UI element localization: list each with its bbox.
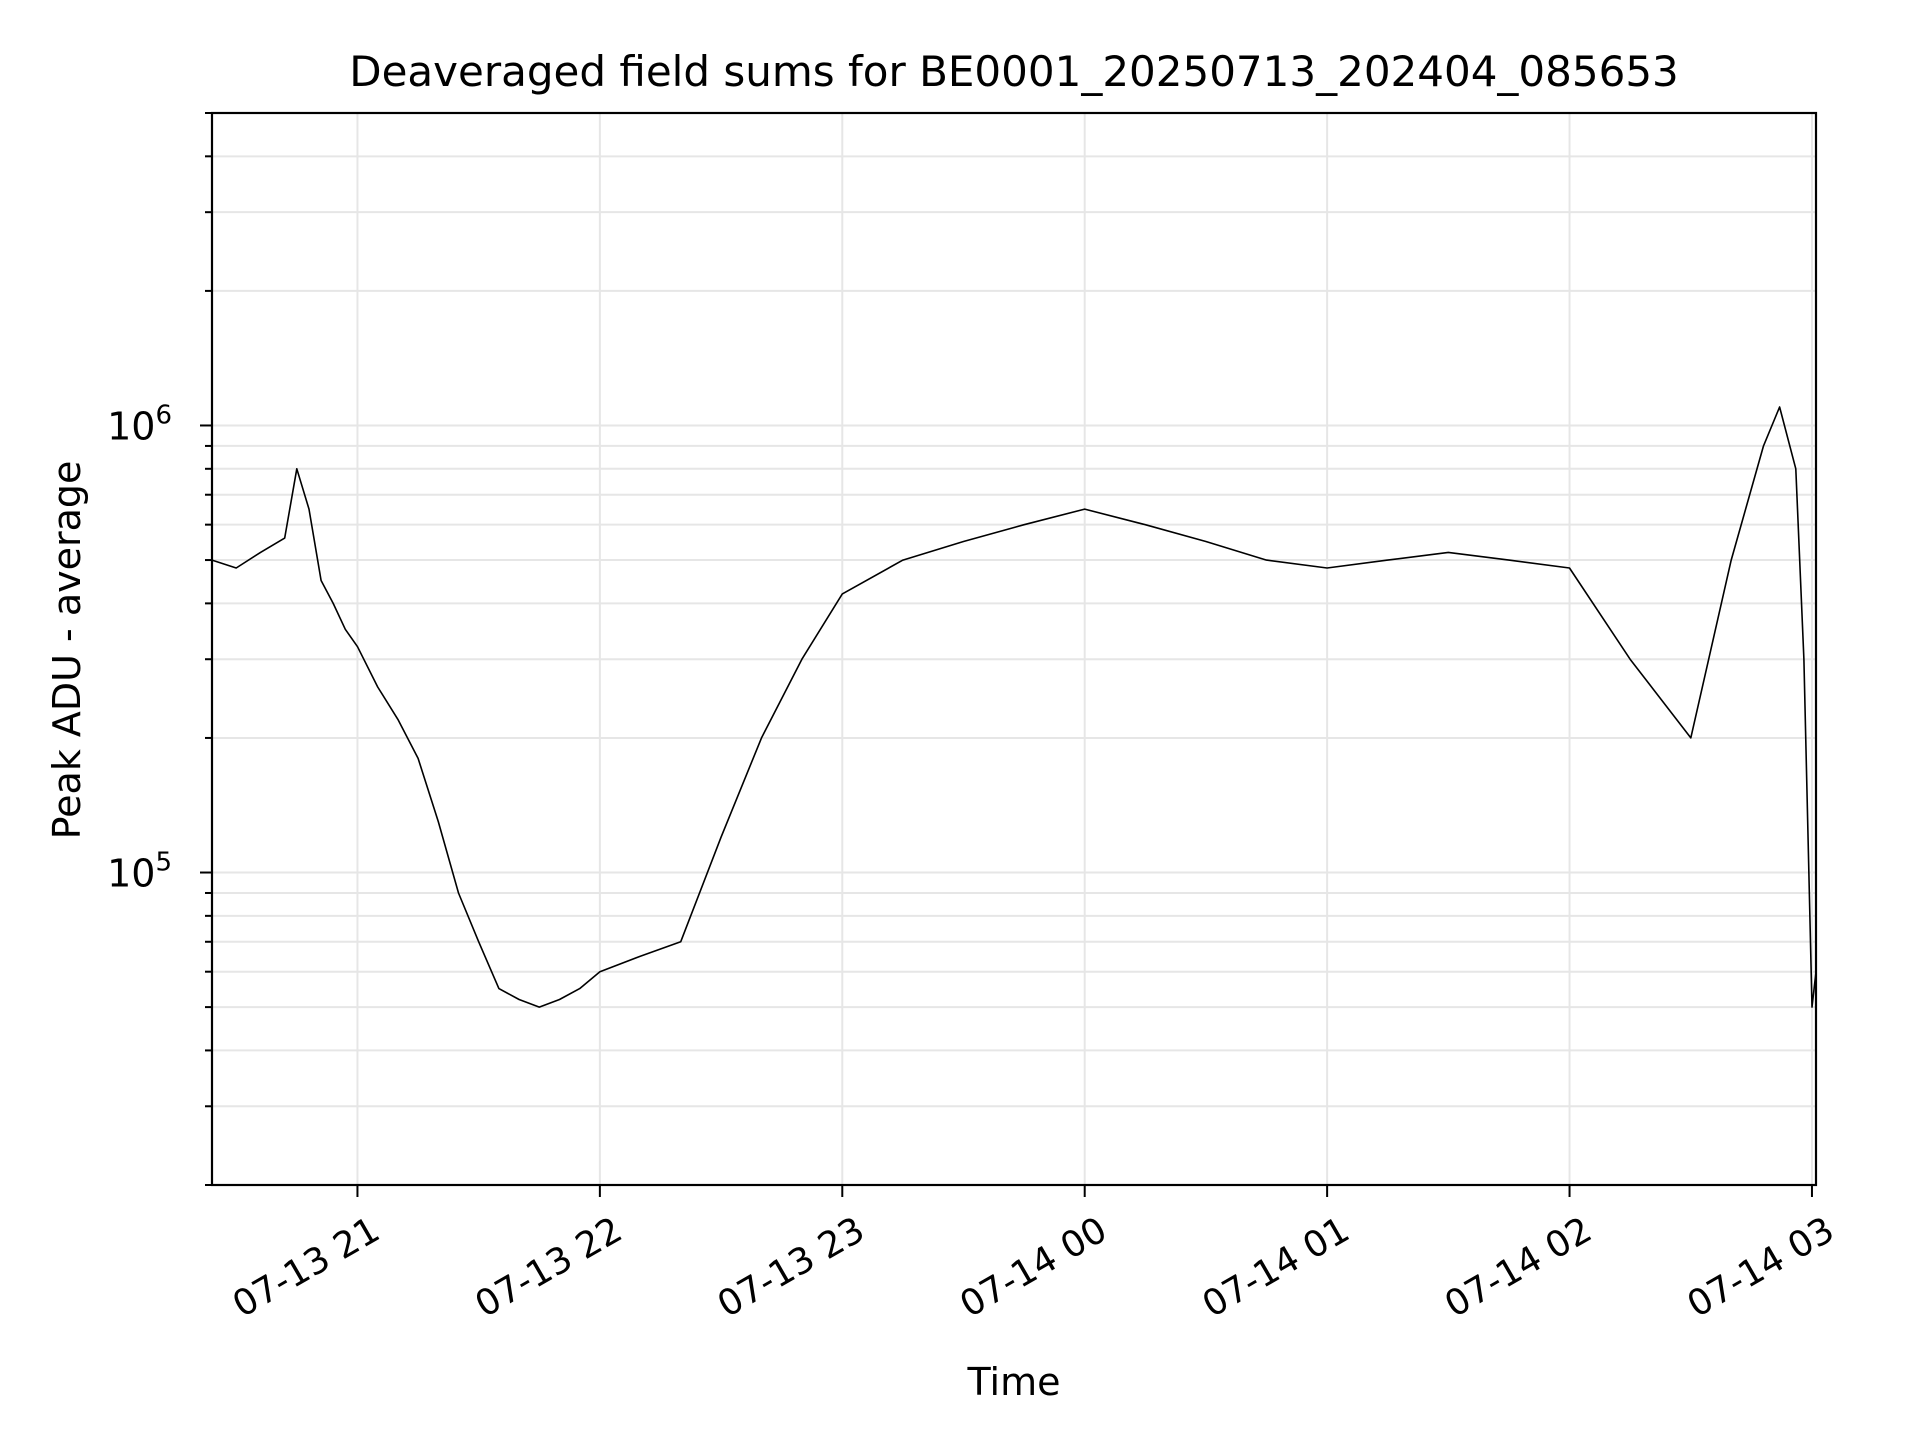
chart-title: Deaveraged field sums for BE0001_2025071… [349, 47, 1679, 96]
y-axis-label: Peak ADU - average [45, 461, 89, 840]
plot-layer [211, 406, 1817, 1008]
series-line [211, 406, 1817, 1008]
y-tick-label: 106 [107, 400, 172, 448]
x-axis-label: Time [967, 1360, 1061, 1404]
plot-area-frame [210, 111, 1818, 1187]
y-tick-label: 105 [107, 848, 172, 896]
